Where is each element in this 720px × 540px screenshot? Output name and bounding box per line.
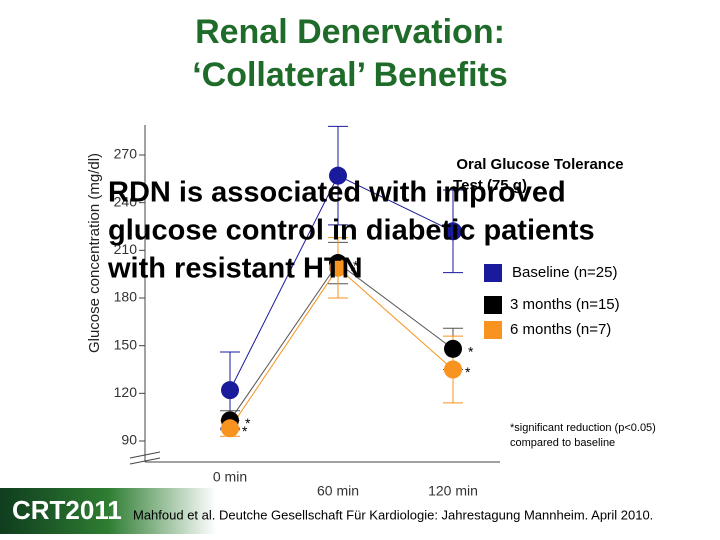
y-tick-label: 90 [121, 432, 137, 448]
footer-band [0, 488, 720, 534]
legend-label: 6 months (n=7) [510, 321, 611, 338]
axis-break [129, 451, 161, 459]
y-tick-label: 240 [114, 193, 138, 209]
x-tick-label: 60 min [317, 483, 359, 499]
headline-line: with resistant HTN [107, 253, 363, 285]
citation: Mahfoud et al. Deutche Gesellschaft Für … [133, 507, 653, 522]
headline-line: RDN is associated with improved [108, 177, 566, 209]
slide-title: Renal Denervation: [195, 13, 505, 51]
significance-marker: * [353, 258, 359, 274]
legend-swatch [484, 296, 502, 314]
data-point [221, 381, 239, 400]
y-tick-label: 180 [114, 289, 138, 305]
y-tick-label: 150 [114, 336, 138, 352]
footnote: *significant reduction (p<0.05) [510, 422, 656, 434]
legend-label: Baseline (n=25) [512, 264, 617, 281]
x-tick-label: 120 min [428, 483, 478, 499]
significance-marker: * [465, 364, 471, 380]
significance-marker: * [350, 263, 356, 279]
data-point [329, 258, 347, 277]
slide-title: ‘Collateral’ Benefits [192, 56, 508, 94]
series-line [229, 262, 454, 421]
legend-label: 3 months (n=15) [510, 296, 620, 313]
data-point [221, 419, 239, 438]
x-tick-label: 0 min [213, 469, 247, 485]
y-axis-label: Glucose concentration (mg/dl) [86, 153, 103, 353]
significance-marker: * [245, 415, 251, 431]
significance-marker: * [242, 423, 248, 439]
chart-title: Oral Glucose Tolerance [456, 156, 623, 173]
data-point [444, 339, 462, 358]
chart-title: Test (75 g) [453, 177, 527, 194]
data-point [329, 166, 347, 185]
y-tick-label: 120 [114, 384, 138, 400]
footnote: compared to baseline [510, 437, 615, 449]
y-tick-label: 270 [114, 146, 138, 162]
axis-break [129, 457, 161, 465]
headline-line: glucose control in diabetic patients [108, 215, 595, 247]
headline: RDN is associated with improved glucose … [107, 177, 620, 339]
data-point [444, 360, 462, 379]
series-line [229, 267, 454, 429]
significance-marker: * [468, 344, 474, 360]
legend-swatch [484, 264, 502, 282]
logo: CRT2011 [12, 495, 122, 525]
data-point [444, 222, 462, 241]
y-tick-label: 210 [114, 241, 138, 257]
legend-swatch [484, 321, 502, 339]
